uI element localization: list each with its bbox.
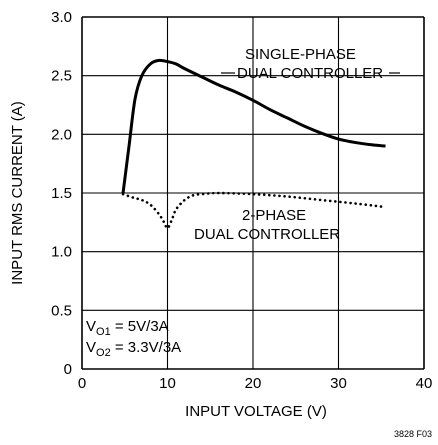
grid	[81, 16, 425, 370]
y-tick-label: 2.0	[51, 126, 72, 143]
x-tick-label: 10	[159, 375, 176, 392]
x-tick-label: 30	[330, 375, 347, 392]
y-tick-label: 2.5	[51, 68, 72, 85]
series-lines	[121, 58, 387, 230]
two-phase-label-line1: 2-PHASE	[242, 207, 306, 224]
single-phase-line	[121, 58, 386, 194]
figure-id: 3828 F03	[394, 429, 432, 439]
x-tick-label: 40	[416, 375, 433, 392]
single-phase-label: SINGLE-PHASE DUAL CONTROLLER	[221, 46, 400, 82]
vo1-label: VO1 = 5V/3A	[86, 318, 169, 338]
x-tick-label: 0	[78, 375, 86, 392]
conditions-box: VO1 = 5V/3A VO2 = 3.3V/3A	[86, 318, 181, 359]
x-axis-title: INPUT VOLTAGE (V)	[185, 403, 327, 420]
y-tick-label: 0	[64, 361, 72, 378]
single-phase-label-line2: DUAL CONTROLLER	[237, 65, 383, 82]
y-tick-label: 0.5	[51, 302, 72, 319]
y-tick-label: 1.0	[51, 244, 72, 261]
two-phase-line	[121, 191, 387, 230]
two-phase-label: 2-PHASE DUAL CONTROLLER	[194, 207, 340, 243]
two-phase-label-line2: DUAL CONTROLLER	[194, 226, 340, 243]
x-tick-label: 20	[245, 375, 262, 392]
y-tick-label: 3.0	[51, 9, 72, 26]
single-phase-label-line1: SINGLE-PHASE	[245, 46, 356, 63]
y-axis-title: INPUT RMS CURRENT (A)	[9, 101, 26, 285]
vo2-label: VO2 = 3.3V/3A	[86, 339, 181, 359]
tick-labels: 0 10 20 30 40 0 0.5 1.0 1.5 2.0 2.5 3.0	[51, 9, 432, 392]
y-tick-label: 1.5	[51, 185, 72, 202]
